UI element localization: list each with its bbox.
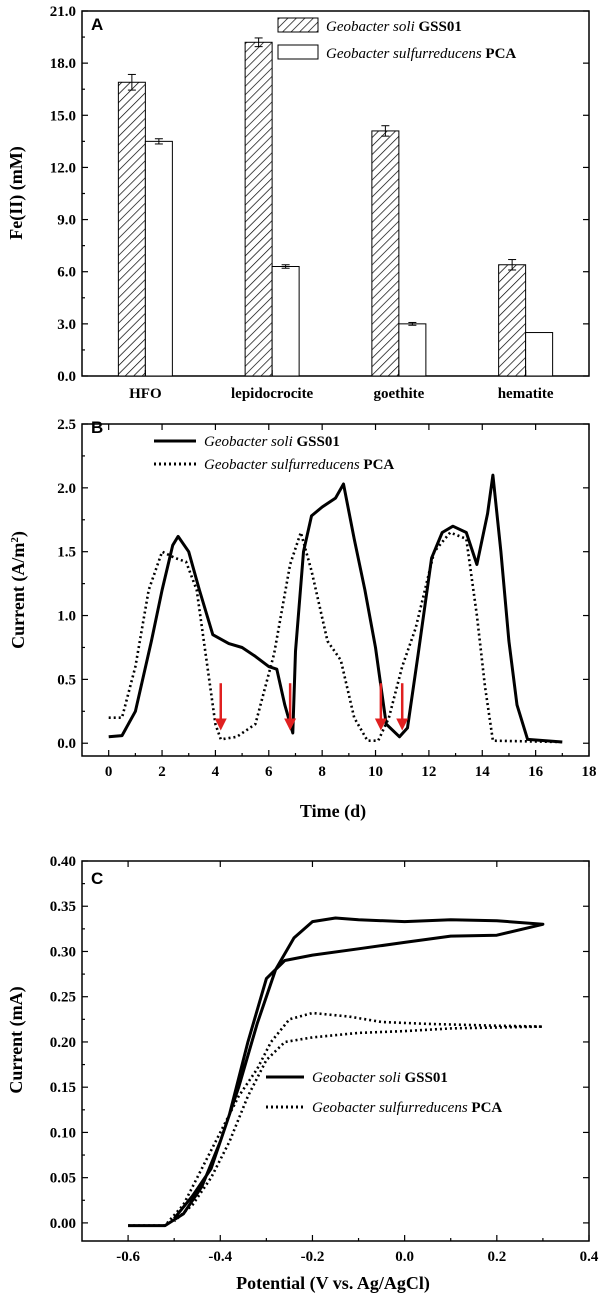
panel-c-x-tick-label: -0.4 — [208, 1249, 232, 1265]
panel-b-letter: B — [91, 418, 103, 437]
panel-c-y-tick-label: 0.20 — [50, 1035, 76, 1051]
panel-c-x-axis-label: Potential (V vs. Ag/AgCl) — [236, 1273, 430, 1294]
panel-b-x-tick-label: 2 — [158, 764, 166, 780]
panel-b-x-axis-label: Time (d) — [300, 801, 366, 822]
panel-a-letter: A — [91, 15, 103, 34]
panel-b-y-tick-label: 1.5 — [57, 545, 76, 561]
panel-a-bar — [525, 332, 554, 377]
panel-a-y-ticks: 0.0 3.0 6.0 9.0 12.0 15.0 18.0 21.0 — [50, 4, 589, 385]
legend-c-label-pca: Geobacter sulfurreducens PCA — [312, 1100, 502, 1116]
panel-b-x-tick-label: 8 — [318, 764, 326, 780]
panel-c-series — [128, 916, 545, 1228]
panel-c-y-tick-label: 0.15 — [50, 1080, 76, 1096]
panel-c-y-tick-label: 0.40 — [50, 854, 76, 870]
panel-a-y-tick-label: 21.0 — [50, 4, 76, 20]
panel-a-y-tick-label: 3.0 — [57, 317, 76, 333]
panel-b-x-tick-label: 12 — [421, 764, 436, 780]
panel-b-y-tick-label: 1.0 — [57, 609, 76, 625]
panel-a-y-tick-label: 9.0 — [57, 213, 76, 229]
panel-b-line-chart: B 0 2 4 6 8 10 12 14 16 18 0.0 0.5 1.0 1.5 2.0 2.5 Time… — [8, 417, 597, 822]
panel-a-legend: Geobacter soli GSS01 Geobacter sulfurred… — [277, 17, 516, 62]
panel-b-x-tick-label: 14 — [475, 764, 491, 780]
panel-a-x-tick-labels: HFO lepidocrocite goethite hematite — [129, 370, 554, 402]
panel-b-arrows — [214, 683, 409, 731]
panel-b-arrow-head — [284, 718, 297, 731]
panel-a-x-tick-label: lepidocrocite — [231, 386, 314, 402]
panel-c-ticks: -0.6 -0.4 -0.2 0.0 0.2 0.4 0.00 0.05 0.10 0.15 0.2… — [50, 854, 599, 1265]
panel-a-y-tick-label: 6.0 — [57, 265, 76, 281]
panel-a-bar — [271, 266, 300, 377]
panel-c-x-tick-label: 0.4 — [580, 1249, 599, 1265]
panel-b-y-tick-label: 0.5 — [57, 672, 76, 688]
legend-a-label-pca: Geobacter sulfurreducens PCA — [326, 46, 516, 62]
panel-b-x-tick-label: 18 — [582, 764, 597, 780]
panel-c-y-tick-label: 0.05 — [50, 1171, 76, 1187]
panel-a-y-tick-label: 18.0 — [50, 56, 76, 72]
legend-a-swatch-pca — [277, 44, 319, 60]
panel-a-bar-chart: A 0.0 3.0 6.0 9.0 12.0 15.0 18.0 21.0 HFO lepido… — [6, 4, 590, 402]
panel-c-y-axis-label: Current (mA) — [6, 986, 27, 1093]
panel-b-y-tick-label: 0.0 — [57, 736, 76, 752]
panel-c-plot-frame — [81, 860, 590, 1242]
panel-b-x-tick-label: 4 — [212, 764, 220, 780]
panel-c-y-tick-label: 0.10 — [50, 1125, 76, 1141]
panel-c-x-tick-label: -0.6 — [116, 1249, 140, 1265]
legend-a-swatch-gss01 — [277, 17, 319, 33]
legend-a-label-gss01: Geobacter soli GSS01 — [326, 19, 462, 35]
panel-b-x-tick-label: 0 — [105, 764, 113, 780]
panel-c-y-tick-label: 0.00 — [50, 1216, 76, 1232]
panel-c-x-tick-label: 0.0 — [395, 1249, 414, 1265]
panel-b-y-axis-label: Current (A/m2) — [8, 531, 29, 649]
panel-c-x-tick-label: -0.2 — [301, 1249, 325, 1265]
panel-a-bar — [498, 264, 527, 377]
legend-b-label-gss01: Geobacter soli GSS01 — [204, 434, 340, 450]
panel-b-x-tick-label: 16 — [528, 764, 544, 780]
panel-a-y-tick-label: 0.0 — [57, 369, 76, 385]
panel-a-bar — [398, 323, 427, 377]
panel-b-series-gss01 — [108, 473, 563, 744]
panel-c-legend: Geobacter soli GSS01 Geobacter sulfurred… — [266, 1070, 502, 1116]
panel-b-legend: Geobacter soli GSS01 Geobacter sulfurred… — [154, 434, 394, 473]
panel-b-arrow-head — [374, 718, 387, 731]
legend-b-label-pca: Geobacter sulfurreducens PCA — [204, 457, 394, 473]
panel-c-x-tick-label: 0.2 — [487, 1249, 506, 1265]
panel-c-letter: C — [91, 869, 103, 888]
panel-b-series-pca — [108, 531, 563, 744]
panel-c-series-pca — [128, 1011, 545, 1227]
panel-a-bar — [371, 130, 400, 377]
panel-c-line-chart: C -0.6 -0.4 -0.2 0.0 0.2 0.4 0.00 0.05 0.10 0.15 0… — [6, 854, 599, 1294]
panel-b-plot-frame — [81, 423, 590, 757]
panel-b-y-tick-label: 2.5 — [57, 417, 76, 433]
panel-b-arrow-head — [214, 718, 227, 731]
panel-a-bar — [117, 81, 146, 377]
panel-c-y-tick-label: 0.25 — [50, 990, 76, 1006]
panel-a-bar — [244, 41, 273, 377]
panel-a-x-tick-label: goethite — [373, 386, 424, 402]
panel-a-bar — [144, 140, 173, 377]
panel-a-x-tick-label: hematite — [498, 386, 554, 402]
panel-b-x-tick-label: 10 — [368, 764, 383, 780]
panel-c-y-tick-label: 0.30 — [50, 944, 76, 960]
panel-b-arrow-head — [396, 718, 409, 731]
panel-b-ticks: 0 2 4 6 8 10 12 14 16 18 0.0 0.5 1.0 1.5 2.0 2.5 — [57, 417, 596, 780]
panel-a-y-tick-label: 12.0 — [50, 160, 76, 176]
panel-a-x-tick-label: HFO — [129, 386, 162, 402]
panel-b-y-tick-label: 2.0 — [57, 481, 76, 497]
panel-a-bars — [117, 37, 554, 377]
panel-c-y-tick-label: 0.35 — [50, 899, 76, 915]
panel-b-series — [108, 473, 563, 744]
panel-a-y-axis-label: Fe(II) (mM) — [6, 146, 27, 239]
panel-a-y-tick-label: 15.0 — [50, 108, 76, 124]
panel-b-x-tick-label: 6 — [265, 764, 273, 780]
legend-c-label-gss01: Geobacter soli GSS01 — [312, 1070, 448, 1086]
